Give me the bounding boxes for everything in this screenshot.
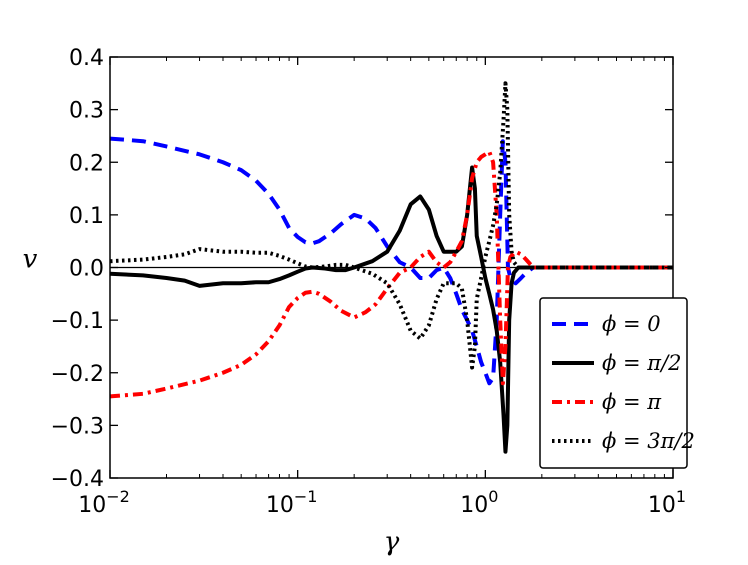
- y-tick-label: 0.4: [69, 46, 104, 71]
- x-tick-label: 10−2: [78, 487, 130, 518]
- legend-box: [539, 297, 688, 469]
- y-tick-label: 0.3: [69, 99, 104, 124]
- x-tick-exponent: 0: [488, 487, 498, 506]
- series-line-3: [110, 81, 673, 370]
- y-tick-label: −0.4: [51, 467, 104, 492]
- legend-label-0: ϕ = 0: [602, 312, 661, 336]
- x-tick-exponent: −2: [106, 487, 130, 506]
- series-line-1: [110, 165, 673, 454]
- x-tick-label: 10−1: [266, 487, 318, 518]
- legend-label-3: ϕ = 3π/2: [602, 429, 695, 453]
- x-tick-exponent: −1: [294, 487, 318, 506]
- series-line-2: [110, 149, 673, 399]
- x-tick-base: 10: [78, 493, 106, 518]
- y-tick-label: 0.2: [69, 151, 104, 176]
- x-tick-base: 10: [648, 493, 676, 518]
- x-axis-title: γ: [384, 527, 400, 557]
- x-tick-label: 101: [648, 487, 686, 518]
- y-tick-label: −0.2: [51, 362, 104, 387]
- y-axis-title: v: [23, 245, 38, 275]
- legend-label-2: ϕ = π: [602, 390, 662, 414]
- x-tick-base: 10: [460, 493, 488, 518]
- x-tick-exponent: 1: [676, 487, 686, 506]
- y-tick-label: 0.1: [69, 204, 104, 229]
- series-line-0: [110, 136, 673, 386]
- x-tick-base: 10: [266, 493, 294, 518]
- x-tick-label: 100: [460, 487, 498, 518]
- legend-label-1: ϕ = π/2: [602, 351, 682, 375]
- y-tick-label: −0.1: [51, 309, 104, 334]
- y-tick-label: −0.3: [51, 414, 104, 439]
- y-tick-label: 0.0: [69, 257, 104, 282]
